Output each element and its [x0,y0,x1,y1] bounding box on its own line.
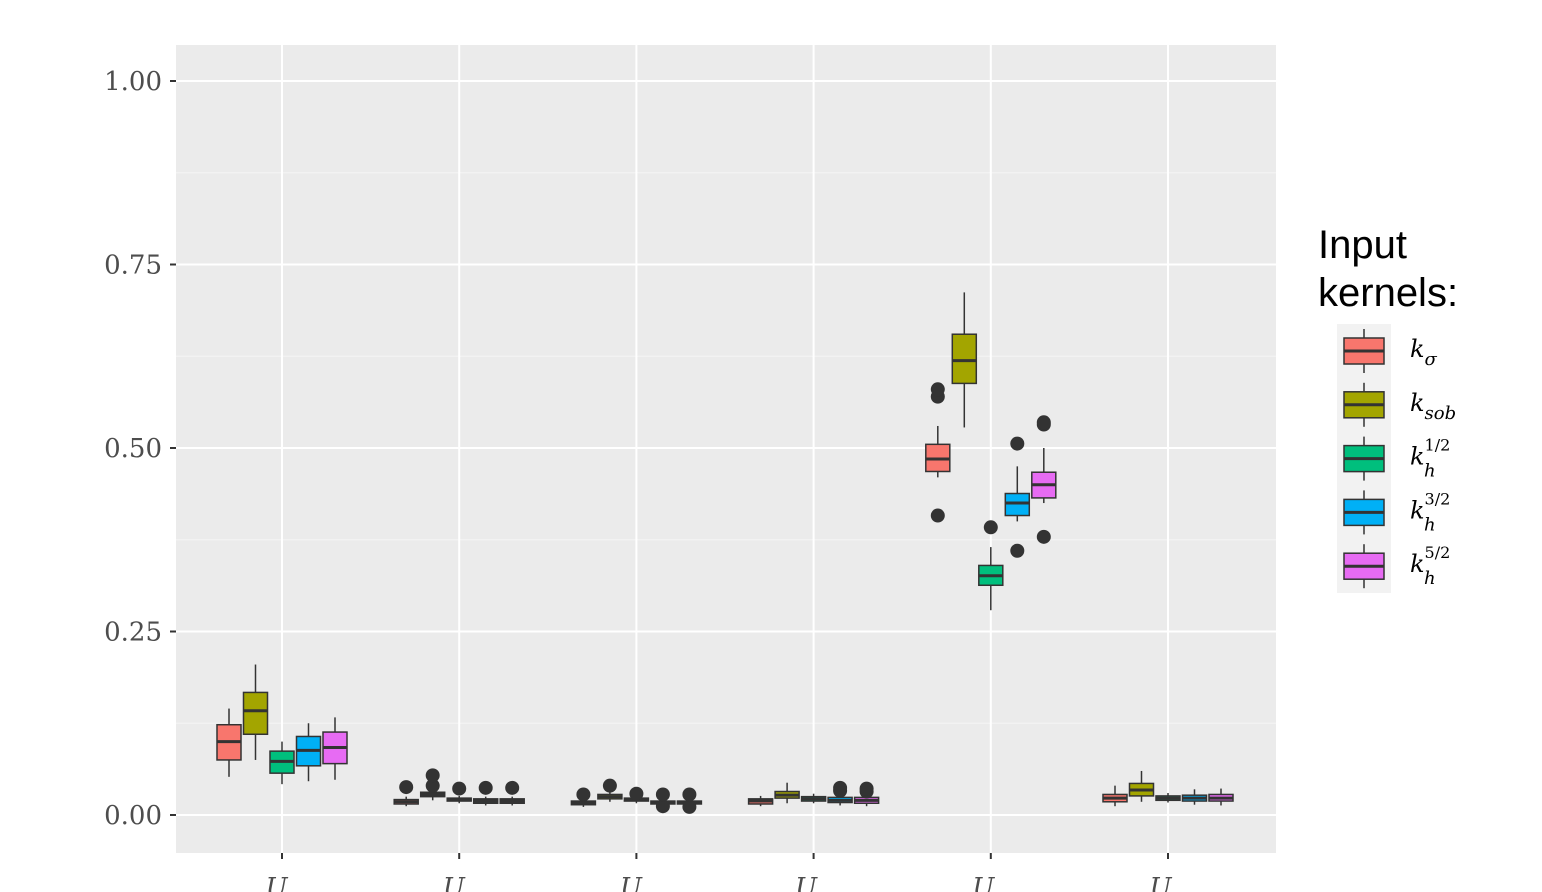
box [747,795,774,807]
box [925,382,951,523]
box [800,793,827,804]
x-tick-label: U1 [266,873,299,892]
outlier-point [399,780,414,795]
outlier-point [930,508,945,523]
box [597,778,623,802]
grid-minor [176,172,1276,724]
x-tick-label: U2 [443,873,476,892]
box [570,787,597,807]
outlier-point [930,382,945,397]
x-tick-label: Ur₃ [1150,873,1187,892]
box [1031,415,1057,544]
legend-title-line-2: kernels: [1318,271,1458,315]
box [1208,788,1234,806]
box [242,664,269,760]
outlier-point [1036,415,1051,430]
outlier-point [682,787,697,802]
legend: Input kernels: kσ ksob k1/2 h k3/2 h k5/2 h [1318,223,1458,593]
outlier-point [576,787,591,802]
outlier-point [425,768,440,783]
y-tick-label: 1.00 [104,67,162,97]
box [472,780,499,806]
x-tick-label: Ur₂ [972,873,1009,892]
legend-label: kσ [1410,335,1438,370]
box [393,780,419,807]
grid-major [176,45,1276,853]
outlier-point [983,520,998,535]
outlier-point [602,778,617,793]
legend-label: k3/2 h [1410,489,1450,535]
series-1 [242,292,1155,804]
outlier-point [682,799,697,814]
x-axis: U1 U2 Un Ur₁ Ur₂ Ur₃ [266,853,1187,892]
y-tick-label: 0.00 [104,801,162,831]
outlier-point [859,781,874,796]
outlier-point [833,780,848,795]
series-3 [295,436,1208,814]
box [623,786,650,804]
box [978,520,1004,611]
box [295,723,322,782]
outlier-point [505,780,520,795]
y-axis: 0.00 0.25 0.50 0.75 1.00 [104,67,176,831]
y-tick-label: 0.75 [104,251,162,281]
box [1004,436,1031,558]
box [853,781,880,807]
box [827,780,853,806]
outlier-point [1010,543,1025,558]
y-tick-label: 0.25 [104,618,162,648]
outlier-point [629,786,644,801]
box [269,741,295,785]
x-tick-label: Ur₁ [795,873,832,892]
outlier-point [655,799,670,814]
series-2 [269,520,1181,804]
series-0 [216,382,1128,807]
box [1102,785,1128,807]
legend-item: ksob [1343,382,1456,427]
box [499,780,525,806]
outlier-point [452,781,467,796]
legend-title-line-1: Input [1318,223,1407,267]
box [676,787,703,814]
box [322,717,348,780]
legend-label: ksob [1410,389,1456,424]
box [419,768,446,801]
legend-item: kσ [1343,329,1438,373]
outlier-point [425,778,440,793]
box [1128,770,1155,802]
legend-item: k3/2 h [1343,489,1450,535]
series-4 [322,415,1234,814]
box [1155,792,1181,803]
x-tick-label: Un [620,873,653,892]
y-tick-label: 0.50 [104,434,162,464]
outlier-point [1036,529,1051,544]
box-groups [216,292,1234,814]
legend-item: k5/2 h [1343,543,1450,589]
box [650,787,676,814]
outlier-point [478,780,493,795]
box [446,781,472,804]
legend-item: k1/2 h [1343,436,1450,482]
box [951,292,978,428]
legend-items: kσ ksob k1/2 h k3/2 h k5/2 h [1343,329,1456,589]
legend-label: k5/2 h [1410,543,1450,589]
legend-label: k1/2 h [1410,436,1450,482]
box [774,782,800,804]
box [1181,789,1208,805]
outlier-point [1010,436,1025,451]
box-iqr [951,333,978,385]
box-iqr [242,691,269,736]
outlier-point [655,787,670,802]
box [216,708,242,777]
